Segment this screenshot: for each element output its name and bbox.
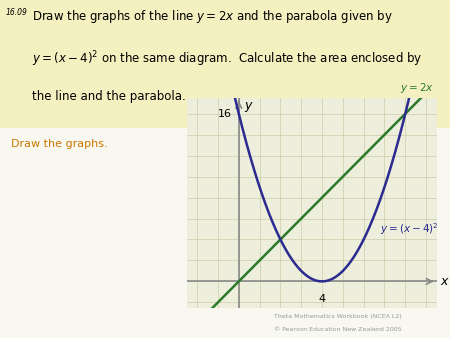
Text: 16.09: 16.09 — [5, 8, 27, 18]
Text: the line and the parabola.: the line and the parabola. — [32, 90, 185, 102]
Text: $y$: $y$ — [244, 100, 254, 114]
Text: Theta Mathematics Workbook (NCEA L2): Theta Mathematics Workbook (NCEA L2) — [274, 314, 402, 319]
Text: © Pearson Education New Zealand 2005: © Pearson Education New Zealand 2005 — [274, 327, 402, 332]
FancyBboxPatch shape — [0, 0, 450, 128]
Text: $y = (x - 4)^2$ on the same diagram.  Calculate the area enclosed by: $y = (x - 4)^2$ on the same diagram. Cal… — [32, 49, 422, 69]
Text: 16: 16 — [217, 109, 231, 119]
Text: $x$: $x$ — [440, 275, 450, 288]
Text: $y = 2x$: $y = 2x$ — [400, 80, 434, 95]
FancyBboxPatch shape — [0, 128, 450, 338]
Text: Draw the graphs.: Draw the graphs. — [11, 139, 108, 149]
Text: Draw the graphs of the line $y = 2x$ and the parabola given by: Draw the graphs of the line $y = 2x$ and… — [32, 8, 392, 25]
Text: 4: 4 — [319, 294, 326, 304]
Text: $y = (x-4)^2$: $y = (x-4)^2$ — [380, 221, 439, 237]
